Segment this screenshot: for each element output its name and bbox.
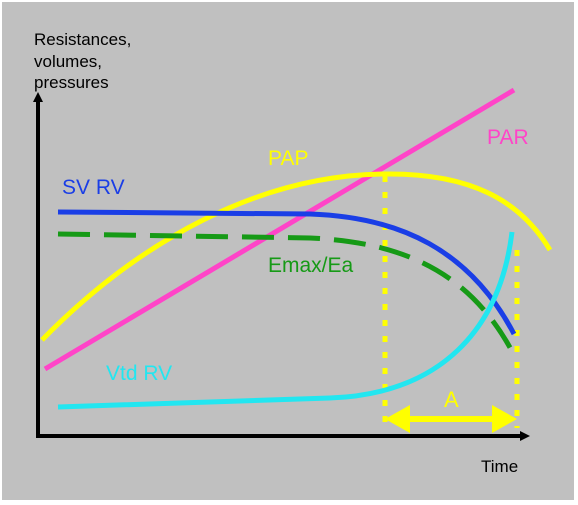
vtdrv-label: Vtd RV xyxy=(106,362,172,385)
interval-arrow xyxy=(385,405,517,433)
y-axis-label-line-2: volumes, xyxy=(34,52,102,71)
pap-curve xyxy=(40,171,553,342)
svrv-label: SV RV xyxy=(62,176,125,199)
interval-label: A xyxy=(444,387,459,412)
vtdrv-curve xyxy=(57,231,515,410)
par-curve xyxy=(43,87,516,372)
emax-curve xyxy=(57,231,517,357)
y-axis-label-line-3: pressures xyxy=(34,73,109,92)
x-axis-label: Time xyxy=(481,457,518,476)
pap-label: PAP xyxy=(268,147,308,170)
par-label: PAR xyxy=(487,126,529,149)
y-axis-label: Resistances, volumes, pressures xyxy=(34,30,136,92)
y-axis-label-line-1: Resistances, xyxy=(34,30,131,49)
emax-label: Emax/Ea xyxy=(268,254,354,277)
